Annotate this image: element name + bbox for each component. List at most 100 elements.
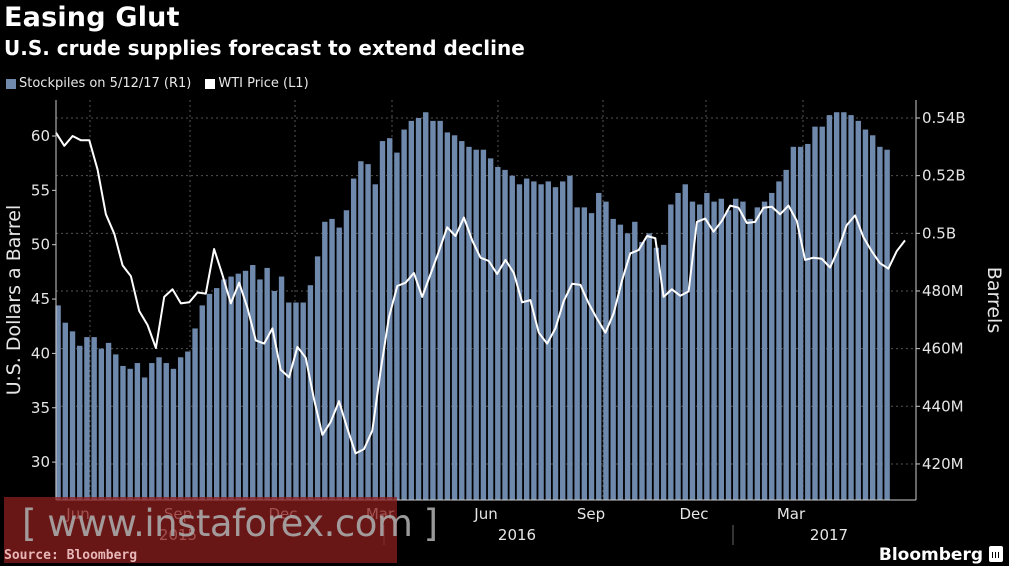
stockpile-bar bbox=[408, 120, 415, 501]
stockpile-bar bbox=[624, 233, 631, 500]
legend-label-stockpiles: Stockpiles on 5/12/17 (R1) bbox=[19, 76, 192, 91]
x-axis-month-label: Dec bbox=[679, 505, 708, 523]
stockpile-bar bbox=[423, 112, 429, 500]
left-axis-tick-label: 30 bbox=[31, 453, 50, 471]
stockpile-bar bbox=[62, 322, 69, 500]
stockpile-bar bbox=[221, 279, 227, 500]
stockpile-bar bbox=[185, 351, 191, 500]
stockpile-bar bbox=[293, 302, 299, 500]
stockpile-bar bbox=[91, 337, 97, 500]
stockpile-bar bbox=[170, 368, 177, 500]
stockpile-bar bbox=[343, 210, 350, 501]
stockpile-bar bbox=[98, 348, 105, 500]
stockpile-bar bbox=[322, 221, 328, 500]
stockpile-bar bbox=[69, 331, 76, 500]
stockpile-bar bbox=[877, 146, 883, 500]
stockpile-bar bbox=[286, 302, 292, 500]
stockpile-bar bbox=[523, 178, 530, 500]
stockpile-bar bbox=[855, 120, 861, 501]
stockpile-bar bbox=[733, 198, 739, 500]
stockpile-bar bbox=[213, 288, 220, 500]
stockpile-bar bbox=[228, 276, 234, 500]
stockpile-bar bbox=[487, 158, 494, 500]
wti-price-line bbox=[55, 132, 906, 455]
stockpile-bar bbox=[884, 149, 890, 500]
stockpile-bar bbox=[314, 256, 321, 500]
left-axis-tick-label: 40 bbox=[31, 344, 50, 362]
stockpile-bar bbox=[495, 167, 501, 501]
stockpile-bar bbox=[502, 169, 508, 501]
x-axis-year-label: 2016 bbox=[498, 526, 536, 544]
stockpile-bar bbox=[639, 241, 645, 500]
legend: Stockpiles on 5/12/17 (R1) WTI Price (L1… bbox=[6, 76, 309, 91]
stockpile-bar bbox=[358, 161, 364, 500]
stockpile-bar bbox=[444, 132, 451, 501]
stockpile-bar bbox=[725, 210, 732, 501]
stockpile-bar bbox=[192, 328, 198, 500]
stockpile-bar bbox=[769, 192, 775, 500]
stockpile-bar bbox=[581, 207, 588, 501]
source-label: Source: Bloomberg bbox=[4, 548, 138, 563]
stockpile-bar bbox=[552, 187, 559, 500]
stockpile-bar bbox=[307, 285, 314, 500]
stockpile-bar bbox=[387, 138, 393, 500]
stockpile-bar bbox=[538, 184, 544, 500]
right-axis-tick-label: 480M bbox=[922, 282, 964, 300]
stockpile-bar bbox=[696, 204, 703, 501]
x-axis-month-label: Sep bbox=[577, 505, 605, 523]
stockpile-bar bbox=[632, 221, 638, 500]
stockpile-bar bbox=[869, 135, 876, 500]
stockpile-bar bbox=[848, 115, 854, 500]
stockpile-bar bbox=[603, 201, 609, 500]
stockpile-bar bbox=[711, 201, 717, 500]
stockpile-bar bbox=[841, 112, 847, 500]
stockpile-bar bbox=[415, 118, 422, 500]
stockpile-bar bbox=[574, 207, 580, 501]
stockpile-bar bbox=[747, 218, 753, 500]
stockpile-bar bbox=[862, 129, 869, 501]
stockpile-bar bbox=[127, 368, 133, 500]
stockpile-bar bbox=[242, 270, 249, 500]
stockpile-bar bbox=[776, 181, 782, 500]
stockpile-bar bbox=[430, 120, 436, 501]
right-axis-tick-label: 440M bbox=[922, 397, 964, 415]
watermark-text: [ www.instaforex.com ] bbox=[22, 502, 438, 545]
stockpile-bar bbox=[336, 227, 342, 500]
stockpile-bar bbox=[300, 302, 306, 500]
stockpile-bar bbox=[516, 184, 523, 500]
stockpile-bar bbox=[833, 112, 840, 500]
stockpile-bar bbox=[560, 181, 566, 500]
stockpile-bar bbox=[689, 201, 696, 500]
bloomberg-chart-icon bbox=[989, 546, 1003, 562]
stockpile-bar bbox=[199, 305, 205, 500]
stockpile-bar bbox=[163, 363, 169, 500]
left-axis-tick-label: 50 bbox=[31, 236, 50, 254]
right-axis-tick-label: 420M bbox=[922, 455, 964, 473]
stockpile-bar bbox=[278, 276, 285, 500]
left-axis-tick-label: 55 bbox=[31, 181, 50, 199]
left-axis-tick-label: 60 bbox=[31, 127, 50, 145]
stockpile-bar bbox=[653, 247, 660, 500]
stockpile-bar bbox=[365, 164, 371, 501]
stockpile-bar bbox=[257, 279, 263, 500]
right-axis-tick-label: 0.5B bbox=[922, 224, 956, 242]
stockpile-bar bbox=[567, 175, 573, 500]
stockpile-bar bbox=[682, 184, 688, 500]
bloomberg-logo: Bloomberg bbox=[878, 545, 983, 565]
stockpile-bar bbox=[264, 267, 270, 500]
chart-title: Easing Glut bbox=[4, 2, 180, 33]
right-axis-tick-label: 0.52B bbox=[922, 167, 966, 185]
stockpile-bar bbox=[120, 365, 126, 500]
stockpile-bar bbox=[761, 201, 768, 500]
watermark-overlay bbox=[4, 497, 397, 563]
stockpile-bar bbox=[459, 141, 465, 500]
x-axis-year-label: 2017 bbox=[810, 526, 848, 544]
stockpile-bar bbox=[675, 192, 681, 500]
right-axis-tick-label: 460M bbox=[922, 340, 964, 358]
stockpile-bar bbox=[271, 290, 278, 500]
stockpile-bar bbox=[379, 141, 386, 500]
stockpile-bar bbox=[819, 126, 825, 501]
chart-subtitle: U.S. crude supplies forecast to extend d… bbox=[4, 36, 525, 60]
stockpile-bar bbox=[790, 146, 797, 500]
stockpile-bar bbox=[588, 213, 595, 500]
